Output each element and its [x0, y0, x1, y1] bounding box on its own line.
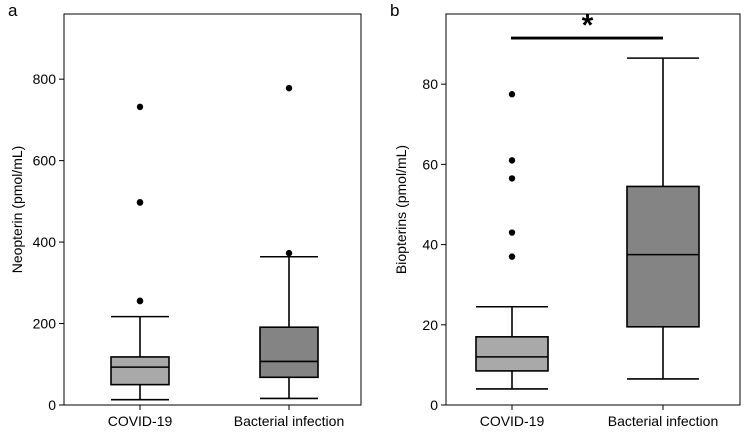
box-bacterial-infection — [259, 84, 319, 400]
plot-frame — [63, 13, 362, 406]
iqr-box — [110, 356, 170, 386]
y-tick-label: 0 — [430, 397, 438, 413]
plot-frame — [445, 13, 741, 406]
x-tick-label: COVID-19 — [108, 413, 173, 429]
outlier-point — [508, 175, 516, 182]
y-tick-label: 60 — [422, 156, 438, 172]
outlier-point — [285, 249, 293, 257]
y-tick-label: 600 — [33, 153, 57, 169]
x-tick-label: Bacterial infection — [234, 413, 345, 429]
y-tick-label: 0 — [48, 397, 56, 413]
y-tick-label: 800 — [33, 71, 57, 87]
panel-letter: a — [8, 1, 18, 20]
outlier-point — [508, 157, 516, 164]
outlier-point — [508, 229, 516, 236]
panel-b: b 0 20 40 60 80 Biopterins (pmol/mL) COVID-19 Ba… — [390, 1, 741, 429]
significance-label: * — [582, 9, 594, 42]
box-covid-19 — [110, 103, 170, 401]
outlier-point — [136, 103, 144, 111]
outlier-point — [508, 253, 516, 260]
iqr-box — [475, 336, 549, 372]
outlier-point — [285, 84, 293, 92]
iqr-box — [626, 185, 700, 328]
box-covid-19 — [475, 91, 549, 390]
outlier-point — [136, 297, 144, 304]
y-tick-label: 20 — [422, 317, 438, 333]
outlier-point — [508, 91, 516, 98]
y-axis-title: Biopterins (pmol/mL) — [393, 145, 409, 274]
y-axis-title: Neopterin (pmol/mL) — [9, 146, 25, 274]
x-tick-label: Bacterial infection — [608, 413, 719, 429]
outlier-point — [136, 198, 144, 206]
panel-letter: b — [390, 1, 399, 20]
y-tick-label: 80 — [422, 76, 438, 92]
x-tick-label: COVID-19 — [480, 413, 545, 429]
panel-a: a 0 200 400 600 800 Neopterin (pmol/mL) COVID-1… — [8, 1, 362, 429]
box-bacterial-infection — [626, 57, 700, 380]
y-tick-label: 400 — [33, 234, 57, 250]
iqr-box — [259, 326, 319, 379]
y-tick-label: 40 — [422, 237, 438, 253]
y-tick-label: 200 — [33, 316, 57, 332]
